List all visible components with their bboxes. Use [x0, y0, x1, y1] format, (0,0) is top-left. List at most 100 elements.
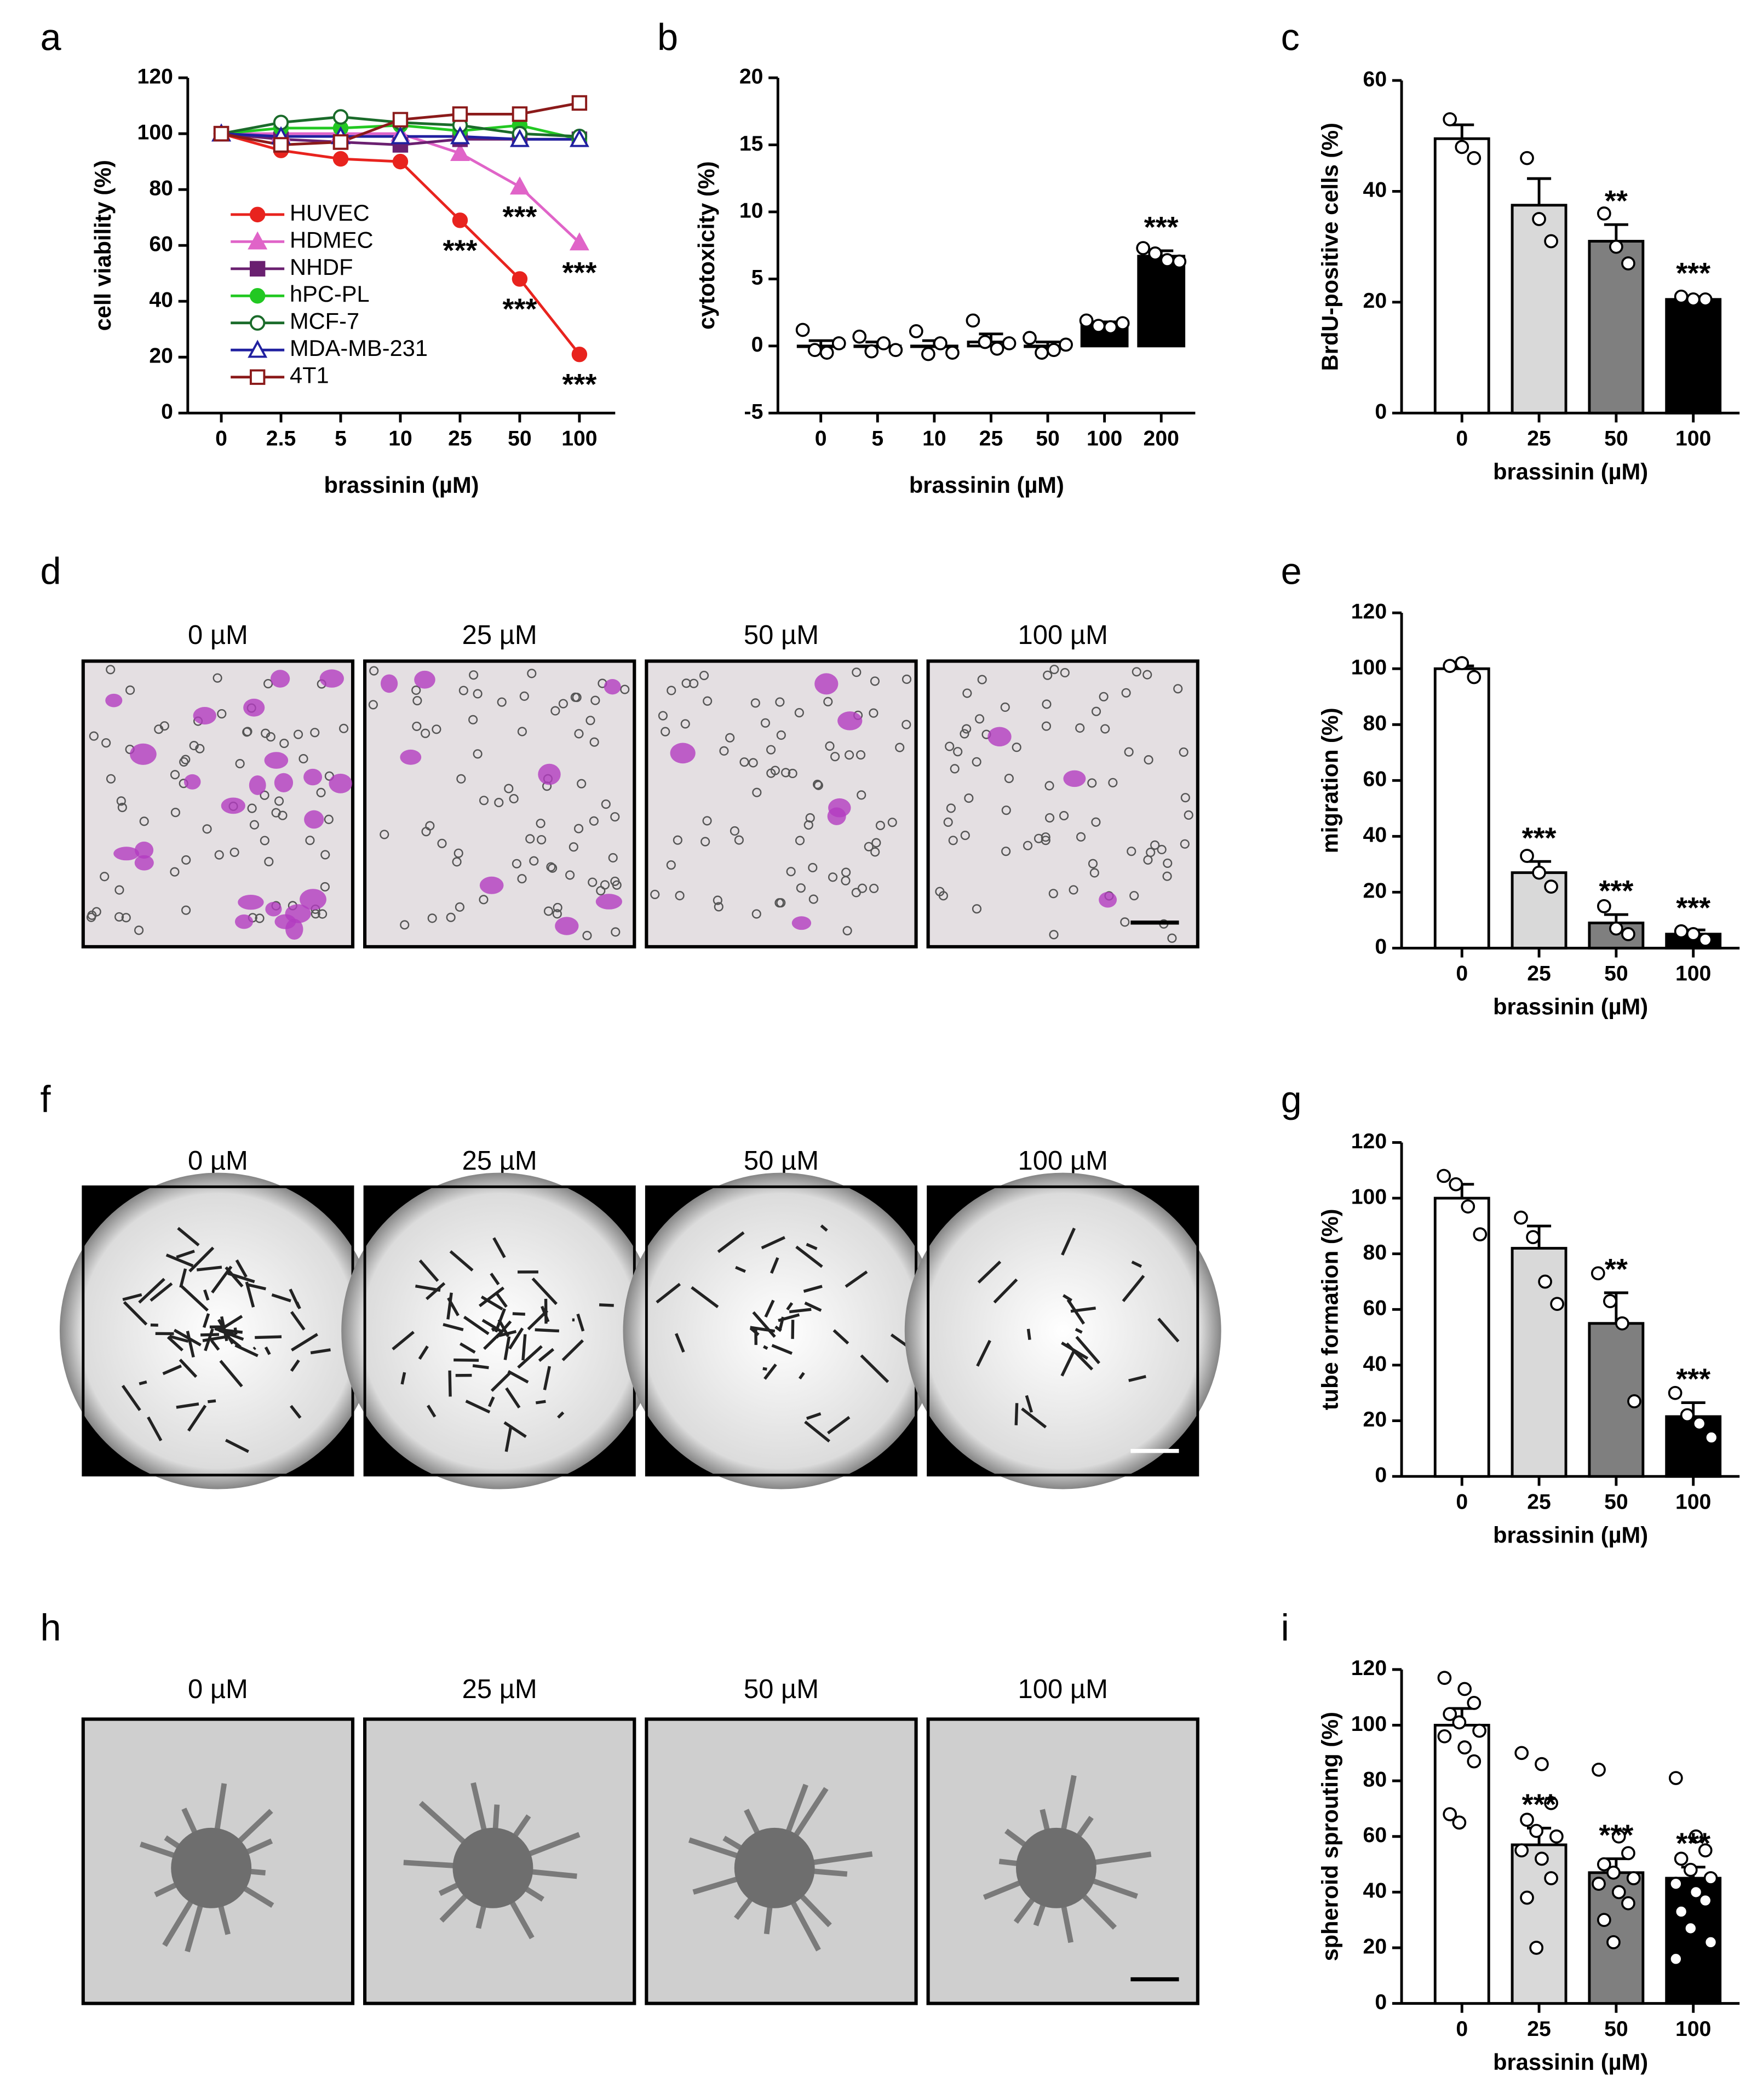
pore — [869, 708, 879, 718]
pore — [1041, 721, 1052, 731]
pore — [170, 770, 180, 780]
pore — [857, 883, 868, 893]
data-point — [1136, 241, 1151, 255]
pore — [1167, 933, 1177, 943]
y-tick-label: 20 — [1363, 289, 1387, 313]
y-tick-label: 60 — [1363, 1823, 1387, 1847]
x-tick-label: 5 — [871, 427, 883, 451]
pore — [121, 913, 131, 923]
pore — [468, 715, 478, 724]
data-point — [1606, 1935, 1621, 1949]
pore — [1162, 871, 1172, 881]
pore — [825, 741, 835, 751]
image-label: 25 µM — [462, 1146, 537, 1176]
pore — [830, 752, 840, 762]
pore — [1033, 833, 1044, 843]
marker — [248, 231, 268, 250]
stained-cell — [134, 855, 154, 871]
pore — [260, 836, 269, 845]
pore — [114, 912, 124, 922]
pore — [529, 856, 539, 866]
x-tick-label: 25 — [1527, 962, 1551, 986]
x-tick-label: 100 — [1675, 2017, 1711, 2041]
pore — [469, 670, 479, 680]
data-point — [1611, 1829, 1626, 1844]
pore — [170, 808, 181, 818]
data-point — [1674, 1851, 1689, 1866]
x-tick-label: 0 — [1456, 962, 1468, 986]
y-tick-label: 40 — [1363, 1879, 1387, 1903]
data-point — [1532, 865, 1546, 880]
bar — [1511, 1843, 1567, 2005]
marker — [249, 369, 266, 385]
y-tick-label: 120 — [1351, 1130, 1387, 1153]
data-point — [1698, 1843, 1713, 1858]
pore — [548, 863, 558, 873]
y-tick-label: 60 — [1363, 67, 1387, 91]
marker — [249, 315, 266, 331]
y-tick-label: 60 — [149, 233, 173, 256]
image-label: 50 µM — [744, 1675, 819, 1704]
pore — [1124, 747, 1134, 757]
marker — [332, 134, 349, 150]
pore — [318, 909, 328, 919]
y-tick-label: 80 — [1363, 1768, 1387, 1791]
pore — [339, 723, 349, 733]
pore — [857, 790, 866, 800]
x-tick-label: 200 — [1144, 427, 1179, 451]
data-point — [921, 347, 935, 361]
pore — [421, 728, 430, 738]
image-label: 25 µM — [462, 1675, 537, 1704]
data-point — [1437, 1729, 1452, 1744]
pore — [689, 678, 699, 688]
pore — [412, 695, 422, 706]
pore — [437, 838, 447, 848]
panel-letter: h — [40, 1607, 61, 1649]
marker — [248, 340, 268, 358]
data-point — [1621, 256, 1635, 271]
pore — [813, 780, 823, 790]
pore — [589, 816, 599, 826]
pore — [730, 826, 739, 836]
pore — [589, 737, 599, 747]
pore — [750, 698, 760, 708]
pore — [412, 721, 422, 731]
y-axis-label: BrdU-positive cells (%) — [1317, 123, 1343, 371]
stained-cell — [555, 917, 579, 935]
pore — [1091, 706, 1101, 716]
stained-cell — [238, 894, 264, 910]
data-point — [1689, 1885, 1703, 1900]
y-tick-label: 100 — [137, 120, 173, 144]
tube-network — [976, 1227, 1180, 1429]
pore — [553, 902, 562, 912]
data-point — [1703, 1935, 1718, 1949]
data-point — [1668, 1771, 1683, 1785]
stained-cell — [130, 743, 157, 765]
pore — [446, 912, 456, 922]
marker — [249, 261, 266, 277]
stained-cell — [303, 768, 323, 786]
data-point — [1437, 1671, 1452, 1685]
pore — [1173, 684, 1183, 694]
y-tick-label: 0 — [161, 400, 173, 424]
legend-label: NHDF — [290, 254, 353, 280]
significance: *** — [1522, 821, 1557, 854]
data-point — [1452, 1815, 1467, 1830]
pore — [453, 848, 463, 858]
pore — [249, 820, 260, 830]
pore — [243, 727, 252, 737]
bar — [1511, 204, 1567, 415]
pore — [895, 743, 905, 752]
data-point — [1457, 1682, 1472, 1696]
spheroid — [1016, 1827, 1096, 1908]
pore — [766, 745, 776, 755]
stained-cell — [183, 774, 201, 790]
pore — [1076, 832, 1086, 842]
data-point — [1455, 656, 1469, 670]
significance: ** — [1605, 1253, 1628, 1286]
panel-letter: c — [1281, 16, 1300, 59]
y-axis-label: cytotoxicity (%) — [693, 161, 719, 330]
data-point — [1160, 253, 1175, 267]
data-point — [1443, 112, 1457, 126]
data-point — [1626, 1871, 1641, 1885]
